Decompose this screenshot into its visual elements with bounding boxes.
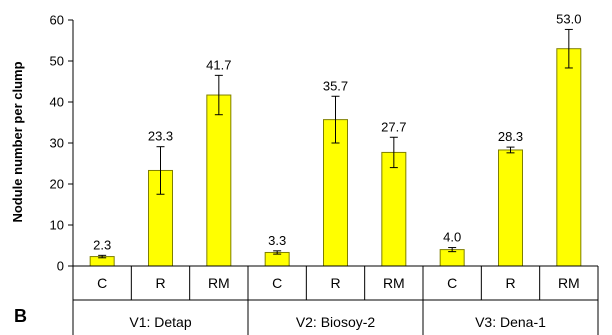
panel-label: B bbox=[14, 306, 27, 326]
value-label: 53.0 bbox=[556, 11, 581, 26]
y-tick-label: 10 bbox=[50, 218, 64, 233]
value-label: 41.7 bbox=[206, 57, 231, 72]
value-label: 28.3 bbox=[498, 129, 523, 144]
category-table: C R RM C R RM C R RM V1: Detap V2: Biosoy-2 V3: Den… bbox=[73, 266, 599, 335]
category-label: R bbox=[155, 275, 165, 291]
y-tick-label: 20 bbox=[50, 177, 64, 192]
y-tick-label: 50 bbox=[50, 54, 64, 69]
value-label: 35.7 bbox=[323, 78, 348, 93]
y-tick-label: 40 bbox=[50, 95, 64, 110]
category-label: C bbox=[97, 275, 107, 291]
axes bbox=[72, 20, 598, 335]
value-label: 23.3 bbox=[148, 129, 173, 144]
y-tick-label: 0 bbox=[57, 259, 64, 274]
value-label: 27.7 bbox=[381, 119, 406, 134]
group-label: V2: Biosoy-2 bbox=[296, 314, 376, 330]
category-label: C bbox=[272, 275, 282, 291]
value-labels: 2.3 23.3 41.7 3.3 35.7 27.7 4.0 28.3 53.0 bbox=[93, 11, 581, 252]
category-label: R bbox=[330, 275, 340, 291]
y-ticks: 0 10 20 30 40 50 60 bbox=[50, 13, 73, 274]
bar bbox=[498, 149, 523, 267]
category-label: C bbox=[447, 275, 457, 291]
category-label: RM bbox=[383, 275, 405, 291]
value-label: 4.0 bbox=[443, 230, 461, 245]
category-label: RM bbox=[208, 275, 230, 291]
value-label: 3.3 bbox=[268, 233, 286, 248]
y-tick-label: 30 bbox=[50, 136, 64, 151]
bar bbox=[556, 48, 582, 267]
bar bbox=[381, 151, 407, 267]
error-bars bbox=[98, 28, 573, 259]
bar bbox=[206, 94, 232, 267]
category-label: RM bbox=[558, 275, 580, 291]
group-label: V1: Detap bbox=[129, 314, 191, 330]
category-label: R bbox=[505, 275, 515, 291]
value-label: 2.3 bbox=[93, 237, 111, 252]
y-tick-label: 60 bbox=[50, 13, 64, 28]
y-axis-title: Nodule number per clump bbox=[10, 61, 25, 222]
group-label: V3: Dena-1 bbox=[475, 314, 546, 330]
bars bbox=[89, 48, 582, 267]
